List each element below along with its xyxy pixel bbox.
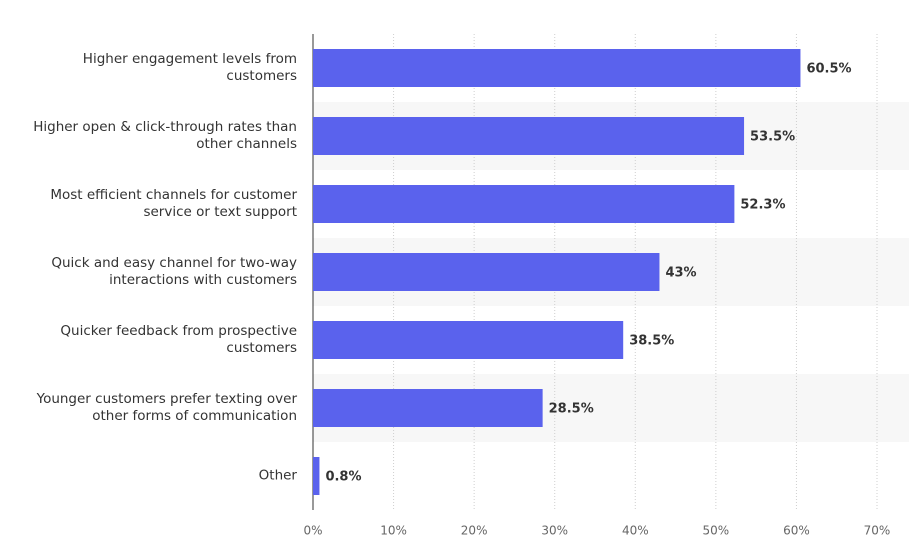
category-label: Younger customers prefer texting over ot… <box>36 391 297 424</box>
category-label: Quicker feedback from prospective custom… <box>60 323 297 356</box>
bar <box>313 321 624 359</box>
value-label: 60.5% <box>806 62 851 77</box>
bar <box>313 185 735 223</box>
x-tick-label: 30% <box>541 524 568 538</box>
bar <box>313 117 745 155</box>
x-tick-label: 50% <box>703 524 730 538</box>
x-tick-label: 70% <box>864 524 891 538</box>
x-tick-label: 60% <box>783 524 810 538</box>
x-tick-label: 10% <box>380 524 407 538</box>
value-label: 52.3% <box>740 198 785 213</box>
category-label: Other <box>258 467 297 484</box>
value-label: 53.5% <box>750 130 795 145</box>
bar <box>313 457 320 495</box>
value-label: 28.5% <box>549 402 594 417</box>
x-tick-label: 20% <box>461 524 488 538</box>
category-label: Higher engagement levels from customers <box>82 51 297 84</box>
value-label: 0.8% <box>325 470 361 485</box>
x-tick-label: 0% <box>303 524 322 538</box>
category-label: Quick and easy channel for two-way inter… <box>51 255 297 288</box>
value-label: 43% <box>665 266 696 281</box>
bar <box>313 49 801 87</box>
category-label: Most efficient channels for customer ser… <box>50 187 297 220</box>
x-tick-label: 40% <box>622 524 649 538</box>
bar <box>313 253 660 291</box>
category-label: Higher open & click-through rates than o… <box>33 119 297 152</box>
value-label: 38.5% <box>629 334 674 349</box>
bar <box>313 389 543 427</box>
